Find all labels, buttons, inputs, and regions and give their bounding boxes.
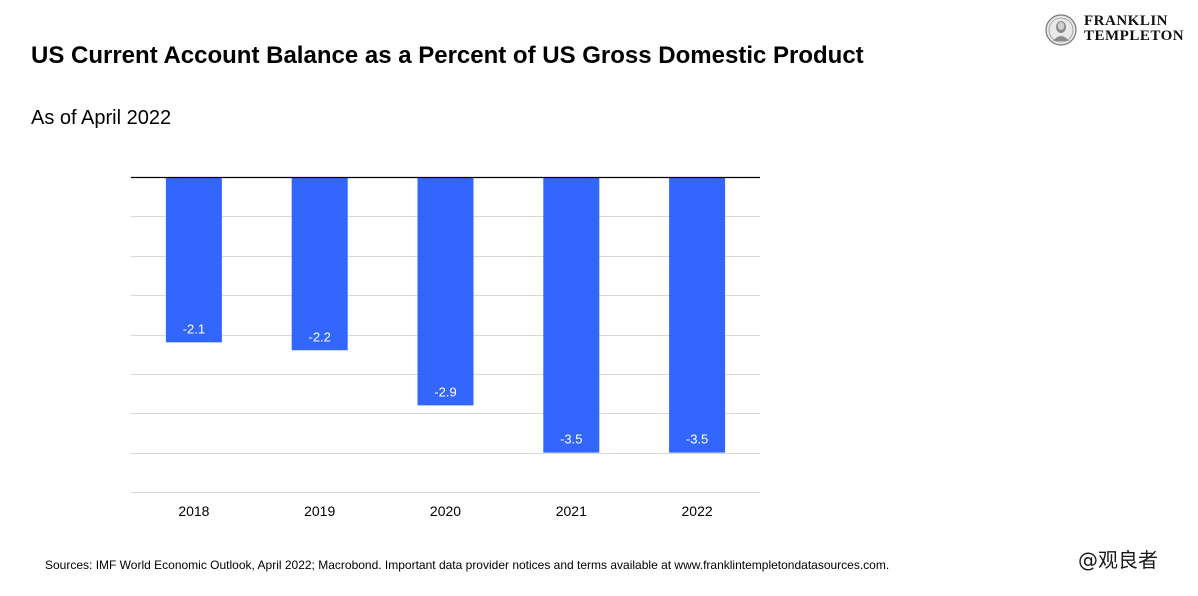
source-note: Sources: IMF World Economic Outlook, Apr… bbox=[45, 558, 890, 572]
watermark: @观良者 bbox=[1078, 548, 1158, 572]
x-tick-2021: 2021 bbox=[556, 503, 587, 519]
bars bbox=[165, 177, 726, 453]
brand-name: FRANKLIN TEMPLETON bbox=[1084, 14, 1184, 44]
x-tick-2019: 2019 bbox=[304, 503, 335, 519]
bar-2019 bbox=[291, 177, 348, 351]
data-labels: -2.1 -2.2 -2.9 -3.5 -3.5 bbox=[183, 321, 709, 446]
x-tick-2018: 2018 bbox=[178, 503, 209, 519]
bar-2021 bbox=[543, 177, 600, 453]
x-tick-2020: 2020 bbox=[430, 503, 461, 519]
data-label-2019: -2.2 bbox=[308, 329, 330, 344]
data-label-2021: -3.5 bbox=[560, 432, 582, 447]
bar-2018 bbox=[165, 177, 222, 343]
bar-2020 bbox=[417, 177, 474, 406]
brand-line-1: FRANKLIN bbox=[1084, 13, 1169, 29]
franklin-templeton-logo: FRANKLIN TEMPLETON bbox=[1044, 13, 1192, 47]
chart-subtitle: As of April 2022 bbox=[31, 107, 172, 129]
x-tick-2022: 2022 bbox=[682, 503, 713, 519]
seal-icon bbox=[1045, 14, 1077, 46]
data-label-2022: -3.5 bbox=[686, 432, 708, 447]
bar-2022 bbox=[669, 177, 726, 453]
brand-line-2: TEMPLETON bbox=[1084, 28, 1185, 44]
chart-title: US Current Account Balance as a Percent … bbox=[31, 42, 864, 69]
x-axis-tick-labels: 2018 2019 2020 2021 2022 bbox=[178, 503, 713, 519]
data-label-2020: -2.9 bbox=[434, 384, 456, 399]
data-label-2018: -2.1 bbox=[183, 321, 205, 336]
